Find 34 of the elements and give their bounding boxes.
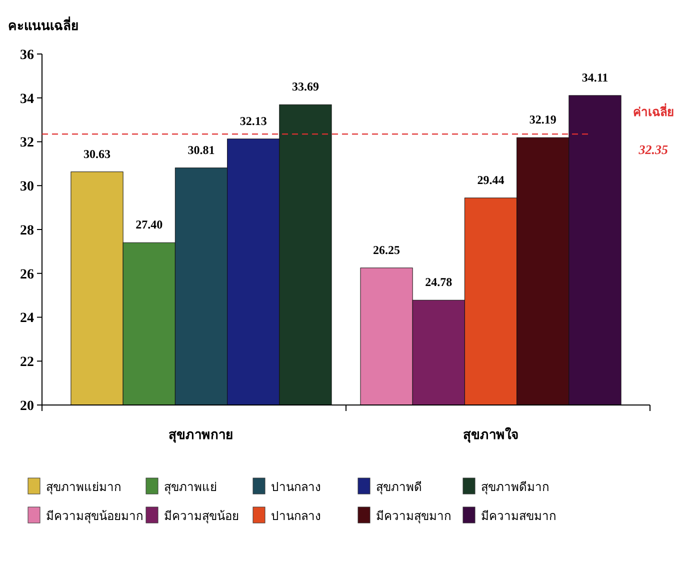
data-label: 24.78 bbox=[425, 275, 452, 290]
y-axis-title: คะแนนเฉลี่ย bbox=[8, 16, 79, 34]
legend-label: มีความสุขมาก bbox=[376, 509, 451, 524]
y-tick-label: 28 bbox=[20, 223, 34, 238]
y-tick-label: 36 bbox=[20, 48, 34, 63]
y-tick-label: 26 bbox=[20, 267, 34, 282]
legend-label: สุขภาพดีมาก bbox=[481, 480, 549, 495]
data-label: 29.44 bbox=[477, 172, 504, 187]
legend-label: มีความสขมาก bbox=[481, 509, 556, 523]
legend-label: สุขภาพแย่ bbox=[164, 480, 217, 495]
legend-label: สุขภาพดี bbox=[376, 480, 422, 495]
data-label: 30.63 bbox=[84, 146, 111, 161]
y-tick-label: 32 bbox=[20, 136, 34, 151]
data-label: 33.69 bbox=[292, 80, 319, 94]
data-label: 30.81 bbox=[188, 142, 215, 157]
text: 32.35 bbox=[638, 142, 668, 158]
data-label: 34.11 bbox=[582, 70, 608, 84]
data-label: 32.19 bbox=[529, 112, 556, 127]
legend-label: มีความสุขน้อย bbox=[164, 509, 239, 524]
y-tick-label: 22 bbox=[20, 355, 34, 370]
y-tick-label: 30 bbox=[20, 180, 34, 195]
legend-label: ปานกลาง bbox=[271, 509, 321, 523]
x-tick-label: สุขภาพใจ bbox=[462, 426, 519, 443]
ref-line-label: ค่าเฉลี่ย bbox=[633, 103, 674, 120]
data-label: 32.13 bbox=[240, 114, 267, 128]
legend-label: สุขภาพแย่มาก bbox=[46, 480, 121, 495]
y-tick-label: 20 bbox=[20, 398, 34, 414]
y-tick-label: 34 bbox=[20, 92, 34, 107]
data-label: 27.40 bbox=[136, 218, 163, 232]
legend-label: ปานกลาง bbox=[271, 480, 321, 494]
x-tick-label: สุขภาพกาย bbox=[168, 428, 234, 443]
legend-label: มีความสุขน้อยมาก bbox=[46, 509, 143, 524]
data-label: 26.25 bbox=[373, 242, 400, 257]
y-tick-label: 24 bbox=[20, 311, 34, 326]
